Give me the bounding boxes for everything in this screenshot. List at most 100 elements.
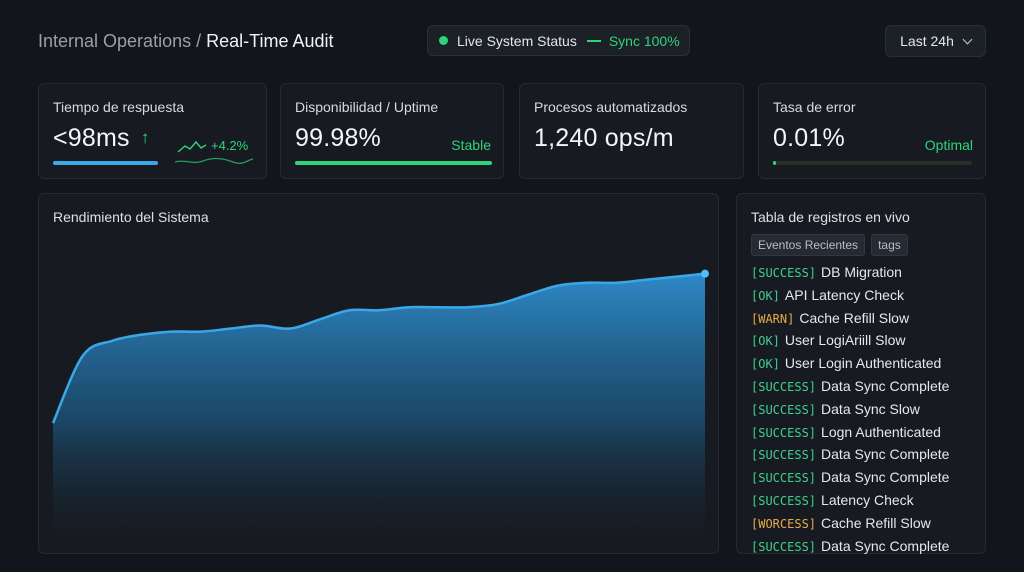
- log-message: DB Migration: [821, 264, 902, 280]
- log-row[interactable]: [SUCCESS] Data Sync Complete: [751, 375, 977, 398]
- data-point: [438, 307, 439, 308]
- metric-card-uptime: Disponibilidad / Uptime 99.98% Stable: [280, 83, 504, 179]
- log-message: API Latency Check: [784, 286, 904, 303]
- page-title: Real-Time Audit: [206, 31, 334, 51]
- data-point: [675, 276, 676, 277]
- data-point: [260, 325, 261, 326]
- area-fill: [53, 273, 705, 539]
- data-point: [349, 310, 350, 311]
- response-bar: [53, 161, 158, 165]
- uptime-status-badge: Stable: [451, 137, 491, 153]
- breadcrumb-parent[interactable]: Internal Operations: [38, 31, 192, 51]
- data-point: [556, 285, 557, 286]
- errors-bar: [773, 161, 972, 165]
- breadcrumb: Internal Operations / Real-Time Audit: [38, 31, 334, 52]
- data-point: [53, 423, 54, 424]
- log-list: [SUCCESS] DB Migration [OK] API Latency Che…: [751, 261, 977, 557]
- log-message: User Login Authenticated: [784, 355, 942, 372]
- log-level-badge: [OK]: [751, 334, 780, 349]
- errors-value: 0.01%: [773, 124, 845, 152]
- chip-recent-events[interactable]: Eventos Recientes: [751, 234, 866, 256]
- log-message: Data Sync Complete: [821, 446, 950, 463]
- log-level-badge: [SUCCESS]: [751, 266, 817, 280]
- chevron-down-icon: [962, 34, 973, 44]
- performance-chart: [51, 269, 709, 539]
- log-row[interactable]: [OK] User LogiAriill Slow: [751, 329, 977, 352]
- log-row[interactable]: [OK] API Latency Check: [751, 284, 977, 307]
- log-row[interactable]: [SUCCESS] Latency Check: [751, 489, 977, 512]
- log-level-badge: [SUCCESS]: [751, 402, 817, 417]
- data-point: [645, 279, 646, 280]
- log-message: Data Sync Complete: [821, 377, 950, 394]
- metric-label: Procesos automatizados: [534, 99, 688, 115]
- data-point: [230, 328, 231, 329]
- log-row[interactable]: [WORCESS] Cache Refill Slow: [751, 512, 977, 535]
- data-point: [527, 295, 528, 296]
- log-level-badge: [OK]: [751, 357, 780, 372]
- log-level-badge: [WORCESS]: [751, 516, 817, 531]
- log-row[interactable]: [SUCCESS] Data Sync Complete: [751, 443, 977, 466]
- log-level-badge: [SUCCESS]: [751, 539, 817, 554]
- log-row[interactable]: [OK] User Login Authenticated: [751, 352, 977, 375]
- logs-panel: Tabla de registros en vivo Eventos Recie…: [736, 193, 986, 554]
- log-level-badge: [WARN]: [751, 311, 795, 326]
- log-message: Latency Check: [821, 491, 914, 508]
- metric-label: Disponibilidad / Uptime: [295, 99, 439, 115]
- time-range-select[interactable]: Last 24h: [885, 25, 986, 57]
- log-message: Logn Authenticated: [821, 423, 941, 440]
- time-range-label: Last 24h: [900, 33, 954, 49]
- log-row[interactable]: [SUCCESS] Data Sync Slow: [751, 398, 977, 421]
- errors-status-badge: Optimal: [924, 137, 973, 153]
- log-row[interactable]: [WARN] Cache Refill Slow: [751, 307, 977, 330]
- log-row[interactable]: [SUCCESS] Data Sync Complete: [751, 535, 977, 558]
- log-message: Data Sync Complete: [821, 537, 950, 554]
- errors-bar-fill: [773, 161, 776, 165]
- data-point: [586, 282, 587, 283]
- status-label: Live System Status: [457, 32, 577, 49]
- log-row[interactable]: [SUCCESS] Logn Authenticated: [751, 421, 977, 444]
- data-point: [171, 331, 172, 332]
- log-message: User LogiAriill Slow: [784, 332, 906, 349]
- uptime-bar-fill: [295, 161, 492, 165]
- current-value-point[interactable]: [701, 269, 709, 278]
- data-point: [201, 331, 202, 332]
- response-bar-fill: [53, 161, 158, 165]
- data-point: [319, 319, 320, 320]
- data-point: [112, 340, 113, 341]
- log-level-badge: [OK]: [751, 288, 780, 303]
- log-level-badge: [SUCCESS]: [751, 493, 817, 508]
- sync-dash-icon: [586, 39, 601, 42]
- panel-title: Tabla de registros en vivo: [751, 209, 910, 225]
- live-status-pill: Live System Status Sync 100%: [427, 25, 690, 56]
- log-row[interactable]: [SUCCESS] DB Migration: [751, 261, 977, 284]
- data-point: [141, 334, 142, 335]
- response-value: <98ms: [53, 124, 130, 152]
- log-row[interactable]: [SUCCESS] Data Sync Complete: [751, 466, 977, 489]
- metric-value: <98ms ↑: [53, 124, 150, 153]
- metric-label: Tasa de error: [773, 99, 856, 115]
- metric-card-errors: Tasa de error 0.01% Optimal: [758, 83, 986, 179]
- data-point: [408, 307, 409, 308]
- log-message: Data Sync Slow: [821, 400, 920, 417]
- processes-value: 1,240 ops/m: [534, 124, 674, 152]
- metric-card-response: Tiempo de respuesta <98ms ↑ +4.2%: [38, 83, 267, 179]
- log-message: Data Sync Complete: [821, 469, 950, 486]
- data-point: [290, 328, 291, 329]
- data-point: [379, 310, 380, 311]
- filter-chips: Eventos Recientes tags: [751, 234, 908, 256]
- uptime-bar: [295, 161, 492, 165]
- log-message: Cache Refill Slow: [821, 514, 931, 531]
- performance-panel: Rendimiento del Sistema: [38, 193, 719, 554]
- breadcrumb-separator: /: [196, 31, 202, 51]
- log-level-badge: [SUCCESS]: [751, 448, 817, 463]
- log-level-badge: [SUCCESS]: [751, 471, 817, 486]
- panel-title: Rendimiento del Sistema: [53, 209, 209, 225]
- series-line: [51, 272, 706, 424]
- data-point: [467, 307, 468, 308]
- uptime-value: 99.98%: [295, 124, 381, 152]
- sparkline-icon: [175, 140, 254, 165]
- metric-label: Tiempo de respuesta: [53, 99, 184, 115]
- chip-tags[interactable]: tags: [871, 234, 908, 256]
- trend-up-icon: ↑: [140, 128, 150, 147]
- top-header: Internal Operations / Real-Time Audit Li…: [38, 24, 986, 58]
